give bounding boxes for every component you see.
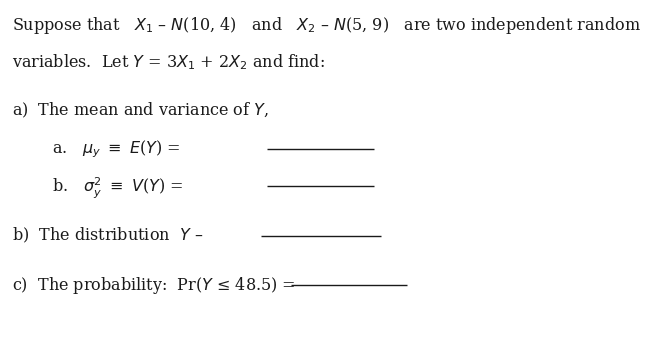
Text: b)  The distribution  $Y$ –: b) The distribution $Y$ – [12,226,203,245]
Text: c)  The probability:  Pr($Y$ ≤ 48.5) =: c) The probability: Pr($Y$ ≤ 48.5) = [12,275,295,296]
Text: b.   $\sigma_y^2$ $\equiv$ $V$($Y$) =: b. $\sigma_y^2$ $\equiv$ $V$($Y$) = [27,176,183,201]
Text: a.   $\mu_y$ $\equiv$ $E$($Y$) =: a. $\mu_y$ $\equiv$ $E$($Y$) = [27,139,180,160]
Text: variables.  Let $Y$ = 3$X_1$ + 2$X_2$ and find:: variables. Let $Y$ = 3$X_1$ + 2$X_2$ and… [12,52,325,72]
Text: a)  The mean and variance of $Y$,: a) The mean and variance of $Y$, [12,101,269,120]
Text: Suppose that   $X_1$ – $N$(10, 4)   and   $X_2$ – $N$(5, 9)   are two independen: Suppose that $X_1$ – $N$(10, 4) and $X_2… [12,15,641,36]
